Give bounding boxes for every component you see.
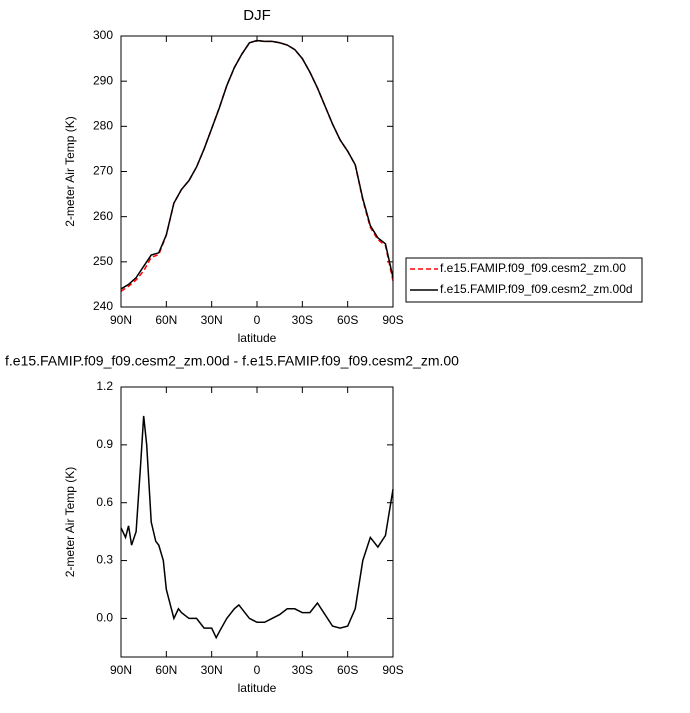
chart-title: f.e15.FAMIP.f09_f09.cesm2_zm.00d - f.e15… [5, 353, 459, 369]
legend-label: f.e15.FAMIP.f09_f09.cesm2_zm.00d [440, 282, 633, 296]
plot-frame [120, 35, 394, 308]
x-tick-label: 30S [292, 313, 313, 327]
x-tick-label: 0 [254, 663, 261, 677]
legend-label: f.e15.FAMIP.f09_f09.cesm2_zm.00 [440, 261, 626, 275]
x-axis-label: latitude [238, 681, 277, 695]
y-tick-label: 1.2 [96, 379, 113, 393]
y-tick-label: 270 [93, 164, 113, 178]
y-axis-label: 2-meter Air Temp (K) [63, 116, 77, 226]
y-tick-label: 250 [93, 254, 113, 268]
y-tick-label: 300 [93, 28, 113, 42]
x-axis-label: latitude [238, 331, 277, 345]
x-tick-label: 60S [337, 663, 358, 677]
x-tick-label: 0 [254, 313, 261, 327]
x-tick-label: 60N [155, 663, 177, 677]
x-tick-label: 60N [155, 313, 177, 327]
legend-box [405, 257, 643, 303]
x-tick-label: 60S [337, 313, 358, 327]
y-axis-label: 2-meter Air Temp (K) [63, 467, 77, 577]
data-line [120, 39, 394, 290]
chart-title: DJF [243, 7, 271, 24]
x-tick-label: 90N [110, 313, 132, 327]
plot-frame [120, 386, 394, 658]
x-tick-label: 90N [110, 663, 132, 677]
x-tick-label: 30N [201, 663, 223, 677]
x-tick-label: 90S [382, 663, 403, 677]
y-tick-label: 260 [93, 209, 113, 223]
y-tick-label: 0.6 [96, 495, 113, 509]
y-tick-label: 0.0 [96, 611, 113, 625]
x-tick-label: 90S [382, 313, 403, 327]
y-tick-label: 290 [93, 73, 113, 87]
y-tick-label: 280 [93, 119, 113, 133]
y-tick-label: 240 [93, 299, 113, 313]
x-tick-label: 30S [292, 663, 313, 677]
data-line [120, 415, 394, 640]
y-tick-label: 0.3 [96, 553, 113, 567]
x-tick-label: 30N [201, 313, 223, 327]
y-tick-label: 0.9 [96, 437, 113, 451]
